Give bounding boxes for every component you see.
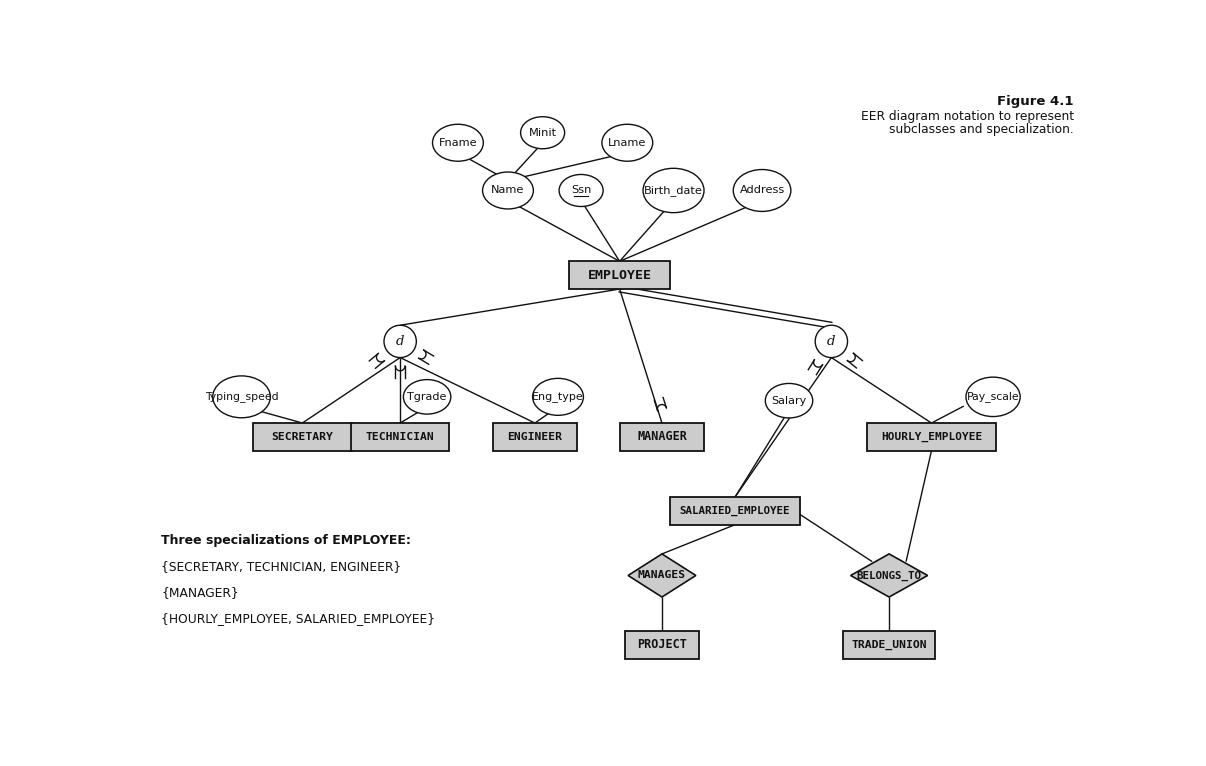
Text: {SECRETARY, TECHNICIAN, ENGINEER}: {SECRETARY, TECHNICIAN, ENGINEER}	[162, 560, 402, 573]
Text: MANAGER: MANAGER	[637, 430, 687, 444]
Text: PROJECT: PROJECT	[637, 638, 687, 651]
Text: Fname: Fname	[439, 138, 478, 148]
Ellipse shape	[560, 175, 603, 207]
Text: HOURLY_EMPLOYEE: HOURLY_EMPLOYEE	[880, 432, 982, 442]
Text: SECRETARY: SECRETARY	[271, 432, 333, 442]
Text: EMPLOYEE: EMPLOYEE	[587, 269, 651, 282]
Text: Typing_speed: Typing_speed	[205, 391, 279, 402]
Text: Tgrade: Tgrade	[408, 392, 446, 402]
Ellipse shape	[521, 116, 564, 149]
Circle shape	[384, 326, 416, 358]
Ellipse shape	[966, 377, 1020, 417]
Ellipse shape	[766, 384, 813, 418]
Text: {MANAGER}: {MANAGER}	[162, 586, 239, 599]
Ellipse shape	[212, 376, 270, 417]
Text: Salary: Salary	[772, 396, 807, 406]
FancyBboxPatch shape	[625, 631, 699, 659]
Ellipse shape	[533, 378, 584, 415]
Text: d: d	[827, 335, 836, 348]
Text: TRADE_UNION: TRADE_UNION	[851, 640, 927, 650]
Ellipse shape	[733, 169, 791, 211]
Ellipse shape	[433, 124, 484, 161]
FancyBboxPatch shape	[253, 423, 352, 450]
Text: Lname: Lname	[608, 138, 646, 148]
FancyBboxPatch shape	[351, 423, 450, 450]
FancyBboxPatch shape	[843, 631, 936, 659]
Polygon shape	[628, 554, 696, 597]
FancyBboxPatch shape	[867, 423, 996, 450]
FancyBboxPatch shape	[492, 423, 578, 450]
Text: BELONGS_TO: BELONGS_TO	[856, 571, 921, 581]
Text: SALARIED_EMPLOYEE: SALARIED_EMPLOYEE	[680, 506, 790, 516]
Ellipse shape	[643, 169, 704, 213]
Text: MANAGES: MANAGES	[638, 571, 686, 581]
Ellipse shape	[403, 380, 451, 414]
Ellipse shape	[482, 172, 533, 209]
Text: EER diagram notation to represent: EER diagram notation to represent	[861, 110, 1073, 123]
Text: Pay_scale: Pay_scale	[967, 391, 1019, 402]
Text: Ssn: Ssn	[570, 185, 591, 195]
Text: ENGINEER: ENGINEER	[508, 432, 562, 442]
Text: Figure 4.1: Figure 4.1	[997, 95, 1073, 108]
FancyBboxPatch shape	[620, 423, 704, 450]
Text: Address: Address	[739, 185, 785, 195]
Text: Minit: Minit	[528, 128, 557, 138]
Text: d: d	[396, 335, 404, 348]
Text: Birth_date: Birth_date	[644, 185, 703, 196]
Text: Eng_type: Eng_type	[532, 391, 584, 402]
Polygon shape	[850, 554, 927, 597]
Circle shape	[815, 326, 848, 358]
Text: {HOURLY_EMPLOYEE, SALARIED_EMPLOYEE}: {HOURLY_EMPLOYEE, SALARIED_EMPLOYEE}	[162, 613, 435, 626]
Text: TECHNICIAN: TECHNICIAN	[365, 432, 434, 442]
Ellipse shape	[602, 124, 652, 161]
Text: Name: Name	[491, 185, 525, 195]
FancyBboxPatch shape	[569, 261, 671, 289]
Text: Three specializations of EMPLOYEE:: Three specializations of EMPLOYEE:	[162, 534, 411, 547]
FancyBboxPatch shape	[671, 497, 800, 525]
Text: subclasses and specialization.: subclasses and specialization.	[889, 123, 1073, 136]
